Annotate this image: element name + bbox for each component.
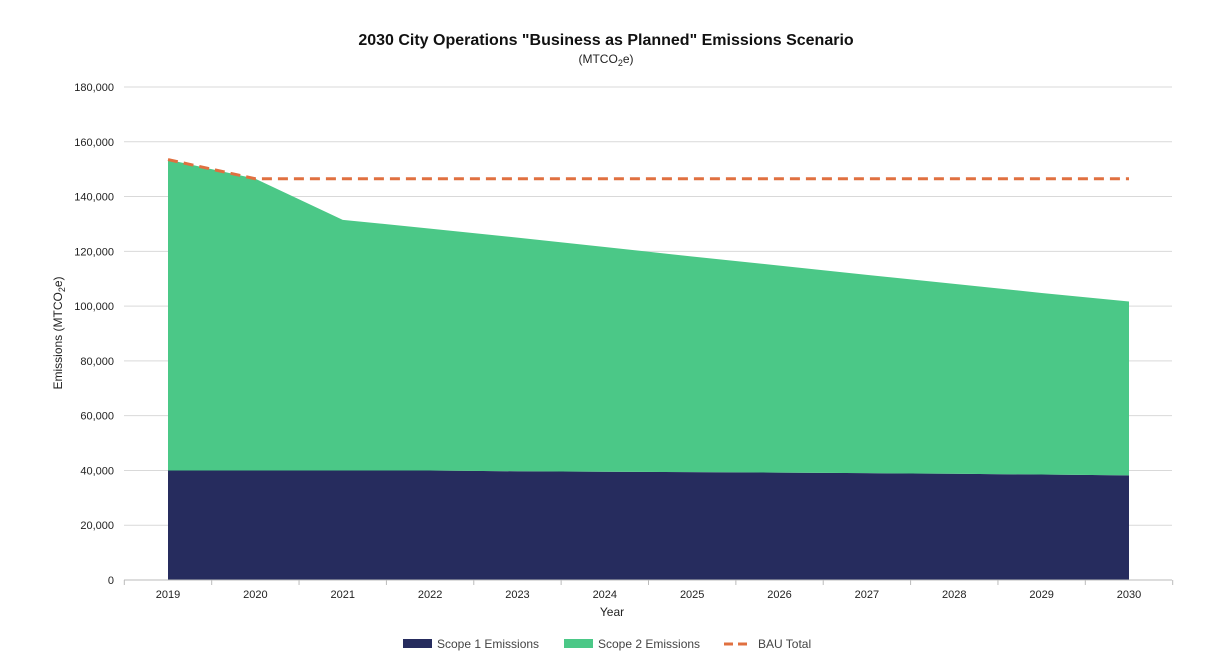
legend-label-scope-1: Scope 1 Emissions — [437, 637, 539, 651]
x-tick-label: 2022 — [418, 589, 442, 601]
x-tick-label: 2023 — [505, 589, 529, 601]
x-tick-label: 2024 — [593, 589, 617, 601]
legend-swatch-scope-2 — [564, 639, 593, 648]
x-tick-label: 2025 — [680, 589, 704, 601]
x-tick-label: 2027 — [855, 589, 879, 601]
chart-legend: Scope 1 Emissions Scope 2 Emissions BAU … — [403, 637, 811, 651]
x-axis-ticks: 2019 2020 2021 2022 2023 2024 2025 2026 2027 2028… — [123, 580, 1174, 601]
y-axis-label: Emissions (MTCO2e) — [51, 276, 67, 389]
x-tick-label: 2019 — [156, 589, 180, 601]
y-tick-label: 180,000 — [74, 82, 114, 94]
line-series — [167, 158, 1129, 181]
legend-label-scope-2: Scope 2 Emissions — [598, 637, 700, 651]
y-tick-label: 20,000 — [80, 520, 114, 532]
y-tick-label: 40,000 — [80, 465, 114, 477]
y-tick-label: 0 — [108, 575, 114, 587]
y-tick-label: 80,000 — [80, 356, 114, 368]
x-tick-label: 2029 — [1029, 589, 1053, 601]
x-tick-label: 2030 — [1117, 589, 1141, 601]
y-axis-ticks: 0 20,000 40,000 60,000 80,000 100,000 120,000 1… — [74, 82, 114, 587]
x-tick-label: 2021 — [330, 589, 354, 601]
chart-title: 2030 City Operations "Business as Planne… — [358, 32, 854, 49]
x-tick-label: 2020 — [243, 589, 267, 601]
area-scope-2-emissions — [168, 159, 1129, 476]
x-tick-label: 2026 — [767, 589, 791, 601]
y-tick-label: 140,000 — [74, 192, 114, 204]
area-series — [168, 159, 1129, 580]
y-tick-label: 60,000 — [80, 411, 114, 423]
chart-subtitle: (MTCO2e) — [578, 52, 633, 68]
y-tick-label: 100,000 — [74, 301, 114, 313]
y-tick-label: 120,000 — [74, 246, 114, 258]
area-scope-1-emissions — [168, 470, 1129, 580]
x-axis-label: Year — [600, 605, 624, 619]
line-bau-total — [167, 158, 1129, 181]
legend-swatch-scope-1 — [403, 639, 432, 648]
legend-label-bau-total: BAU Total — [758, 637, 811, 651]
y-tick-label: 160,000 — [74, 137, 114, 149]
x-tick-label: 2028 — [942, 589, 966, 601]
